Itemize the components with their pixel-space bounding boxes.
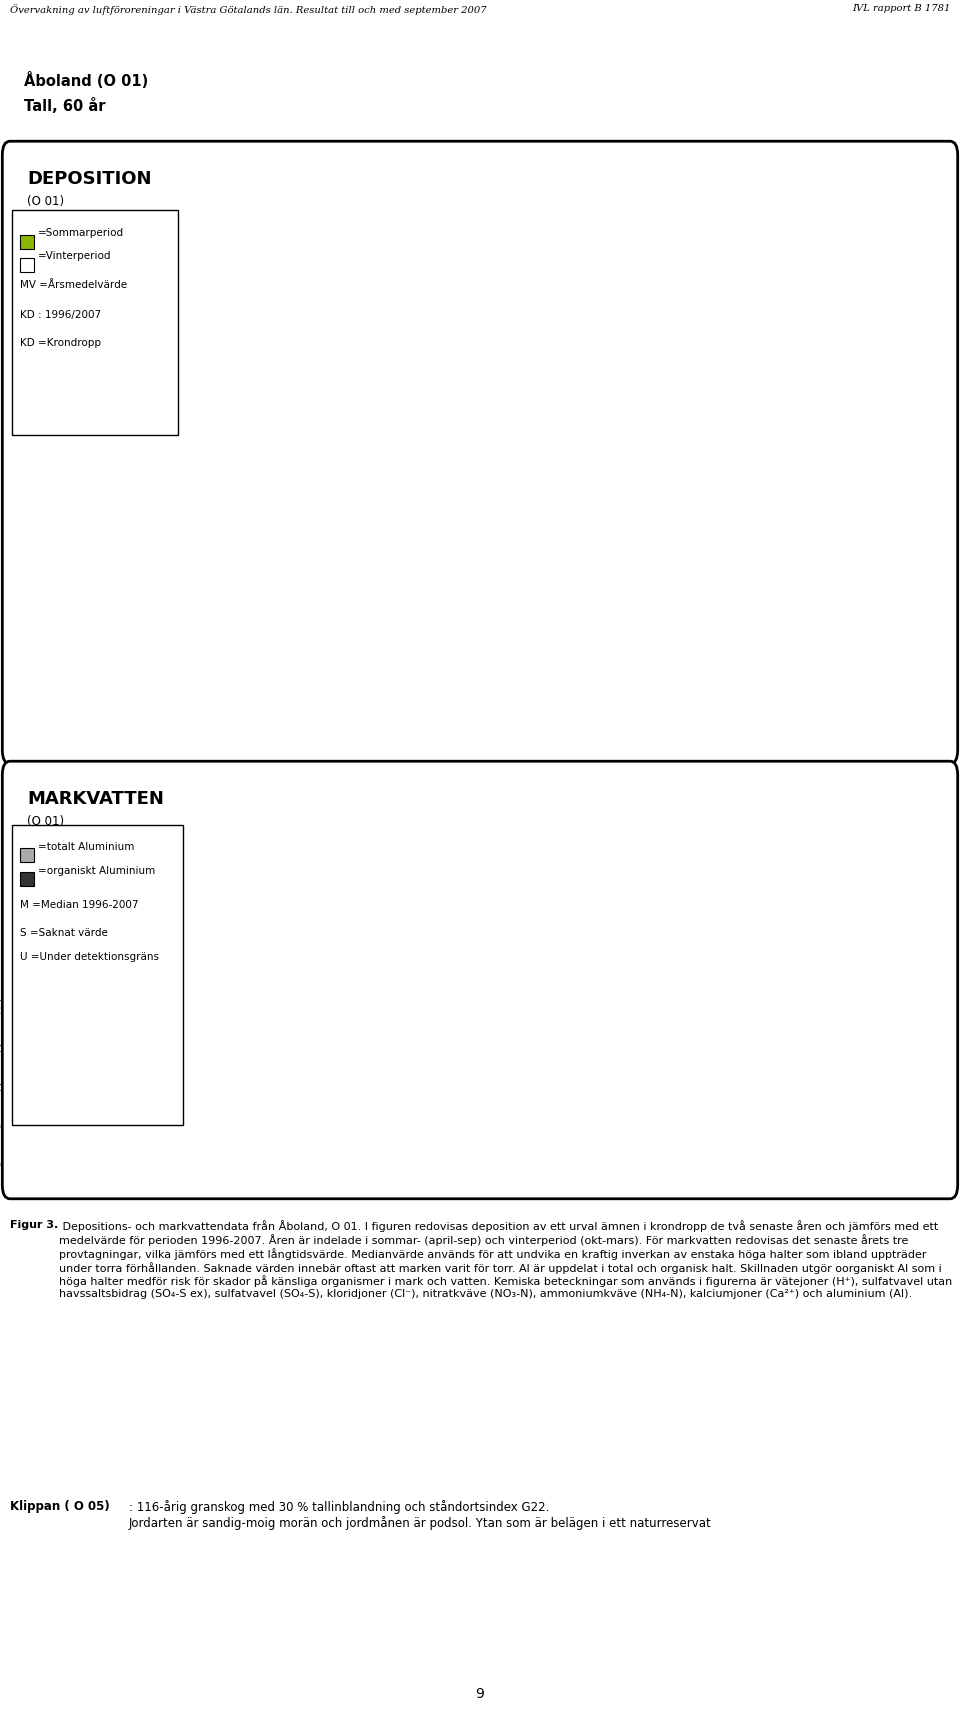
- Bar: [404, 585, 431, 599]
- Text: 0.004: 0.004: [701, 1154, 724, 1162]
- Text: mg/l: mg/l: [0, 999, 17, 1007]
- Bar: [84, 1150, 110, 1154]
- Text: MV =Årsmedelvärde: MV =Årsmedelvärde: [20, 281, 127, 289]
- Text: NH₄-N: NH₄-N: [742, 448, 782, 460]
- Bar: [633, 959, 660, 995]
- Text: U: U: [757, 1154, 764, 1162]
- Bar: [633, 324, 660, 332]
- Text: kg/ha: kg/ha: [607, 448, 632, 456]
- Text: Övervakning av luftföroreningar i Västra Götalands län. Resultat till och med se: Övervakning av luftföroreningar i Västra…: [10, 3, 486, 15]
- Bar: [36, 1138, 62, 1142]
- Bar: [585, 329, 611, 360]
- Bar: [157, 554, 184, 635]
- Text: =Vinterperiod: =Vinterperiod: [38, 251, 111, 262]
- Text: Tall, 60 år: Tall, 60 år: [24, 98, 106, 114]
- Bar: [585, 298, 611, 329]
- Text: mg/l: mg/l: [496, 813, 516, 821]
- Bar: [536, 963, 563, 995]
- Text: Figur 3.: Figur 3.: [10, 1219, 58, 1230]
- Bar: [356, 575, 382, 596]
- Bar: [452, 594, 479, 599]
- Bar: [585, 971, 611, 995]
- Text: M =Median 1996-2007: M =Median 1996-2007: [20, 901, 138, 909]
- Bar: [452, 1150, 479, 1166]
- Text: Ca²⁺: Ca²⁺: [639, 813, 667, 825]
- Text: NO₃-N: NO₃-N: [742, 997, 782, 1011]
- Bar: [452, 599, 479, 635]
- Text: U: U: [661, 1154, 667, 1162]
- Text: KD =Krondropp: KD =Krondropp: [20, 338, 101, 348]
- Text: =organiskt Aluminium: =organiskt Aluminium: [38, 866, 156, 876]
- Bar: [60, 570, 87, 591]
- Text: KD : 1996/2007: KD : 1996/2007: [20, 310, 101, 320]
- Text: DEPOSITION: DEPOSITION: [27, 170, 152, 188]
- Bar: [211, 317, 237, 360]
- Text: NO₃-N: NO₃-N: [447, 448, 488, 460]
- Bar: [748, 615, 775, 620]
- Bar: [651, 598, 678, 622]
- Text: MARKVATTEN: MARKVATTEN: [27, 790, 164, 808]
- Bar: [109, 606, 135, 635]
- Text: kg/ha: kg/ha: [312, 448, 337, 456]
- Text: Cl⁻: Cl⁻: [173, 448, 192, 460]
- Text: Klippan ( O 05): Klippan ( O 05): [10, 1500, 109, 1514]
- Bar: [211, 301, 237, 317]
- Bar: [259, 317, 286, 360]
- Bar: [356, 596, 382, 635]
- Text: SO₄-S: SO₄-S: [450, 997, 488, 1011]
- Text: U =Under detektionsgräns: U =Under detektionsgräns: [20, 952, 159, 963]
- Bar: [157, 529, 184, 554]
- Bar: [356, 1145, 382, 1166]
- Text: =Sommarperiod: =Sommarperiod: [38, 227, 124, 238]
- Bar: [211, 914, 237, 1123]
- Text: Åboland (O 01): Åboland (O 01): [24, 72, 148, 90]
- Text: Depositions- och markvattendata från Åboland, O 01. I figuren redovisas depositi: Depositions- och markvattendata från Åbo…: [59, 1219, 951, 1298]
- Text: pH: pH: [324, 813, 343, 825]
- Bar: [307, 310, 334, 317]
- Text: kg/ha: kg/ha: [16, 448, 42, 456]
- Bar: [259, 909, 286, 1123]
- Bar: [132, 1119, 159, 1166]
- Text: S =Saknat värde: S =Saknat värde: [20, 928, 108, 938]
- Bar: [699, 599, 726, 610]
- Text: 9: 9: [475, 1688, 485, 1701]
- Text: (O 01): (O 01): [27, 195, 64, 208]
- Bar: [404, 599, 431, 635]
- Bar: [748, 620, 775, 635]
- Text: IVL rapport B 1781: IVL rapport B 1781: [852, 3, 950, 14]
- Bar: [699, 610, 726, 635]
- Bar: [109, 591, 135, 606]
- Text: =totalt Aluminium: =totalt Aluminium: [38, 842, 134, 852]
- Text: : 116-årig granskog med 30 % tallinblandning och ståndortsindex G22.
Jordarten ä: : 116-årig granskog med 30 % tallinbland…: [129, 1500, 711, 1531]
- Text: kg/ha: kg/ha: [167, 193, 192, 201]
- Bar: [307, 317, 334, 360]
- Text: mg/l: mg/l: [612, 999, 632, 1007]
- Bar: [536, 291, 563, 322]
- Text: (O 01): (O 01): [27, 815, 64, 828]
- Text: mg/l: mg/l: [317, 999, 337, 1007]
- Text: Al: Al: [155, 997, 167, 1011]
- Bar: [536, 322, 563, 360]
- Text: H⁺: H⁺: [326, 191, 343, 205]
- Text: SO₄-S ex: SO₄-S ex: [611, 191, 667, 205]
- Bar: [84, 1154, 110, 1166]
- Text: kg/ha: kg/ha: [492, 193, 516, 201]
- Bar: [60, 591, 87, 635]
- Bar: [307, 921, 334, 1123]
- Bar: [699, 1161, 726, 1166]
- Bar: [633, 332, 660, 360]
- Bar: [36, 1142, 62, 1166]
- Bar: [404, 1137, 431, 1166]
- Bar: [132, 1116, 159, 1119]
- Bar: [259, 310, 286, 317]
- Bar: [651, 622, 678, 635]
